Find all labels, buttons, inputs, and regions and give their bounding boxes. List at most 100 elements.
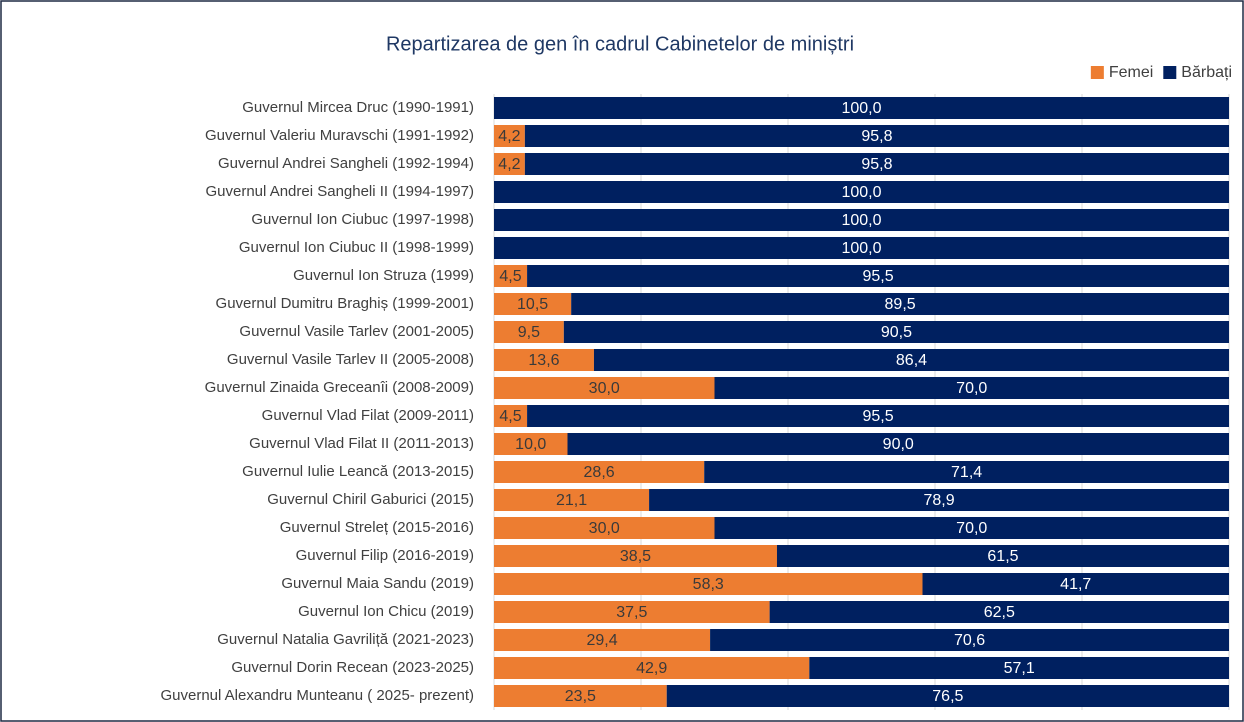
data-label: 57,1 bbox=[1004, 660, 1035, 677]
data-label: 30,0 bbox=[589, 520, 620, 537]
bar-segment bbox=[494, 265, 528, 287]
category-label: Guvernul Mircea Druc (1990-1991) bbox=[242, 99, 474, 116]
bar-segment bbox=[494, 629, 711, 651]
category-label: Guvernul Andrei Sangheli (1992-1994) bbox=[218, 155, 474, 172]
data-label: 90,5 bbox=[881, 324, 912, 341]
data-label: 76,5 bbox=[932, 688, 963, 705]
data-label: 100,0 bbox=[841, 212, 881, 229]
data-label: 71,4 bbox=[951, 464, 982, 481]
bar-segment bbox=[524, 125, 1229, 147]
data-label: 30,0 bbox=[589, 380, 620, 397]
bar-segment bbox=[494, 293, 572, 315]
data-label: 4,5 bbox=[499, 408, 521, 425]
data-label: 61,5 bbox=[987, 548, 1018, 565]
bar-segment bbox=[567, 433, 1229, 455]
category-label: Guvernul Streleț (2015-2016) bbox=[280, 519, 474, 536]
data-label: 95,8 bbox=[861, 128, 892, 145]
data-label: 38,5 bbox=[620, 548, 651, 565]
data-label: 100,0 bbox=[841, 100, 881, 117]
data-label: 95,8 bbox=[861, 156, 892, 173]
bar-segment bbox=[494, 657, 810, 679]
bar-segment bbox=[527, 265, 1229, 287]
bar-segment bbox=[494, 377, 715, 399]
category-label: Guvernul Vlad Filat II (2011-2013) bbox=[249, 435, 474, 452]
bar-segment bbox=[704, 461, 1229, 483]
bar-segment bbox=[922, 573, 1229, 595]
bar-segment bbox=[649, 489, 1229, 511]
data-label: 21,1 bbox=[556, 492, 587, 509]
data-label: 10,5 bbox=[517, 296, 548, 313]
category-label: Guvernul Ion Chicu (2019) bbox=[298, 603, 474, 620]
bar-segment bbox=[494, 573, 923, 595]
data-label: 4,5 bbox=[499, 268, 521, 285]
data-label: 23,5 bbox=[565, 688, 596, 705]
data-label: 37,5 bbox=[616, 604, 647, 621]
bar-segment bbox=[769, 601, 1229, 623]
data-label: 95,5 bbox=[862, 408, 893, 425]
data-label: 29,4 bbox=[586, 632, 617, 649]
data-label: 100,0 bbox=[841, 240, 881, 257]
category-label: Guvernul Ion Struza (1999) bbox=[293, 267, 474, 284]
data-label: 42,9 bbox=[636, 660, 667, 677]
bar-segment bbox=[494, 461, 705, 483]
legend-label: Femei bbox=[1109, 64, 1153, 81]
data-label: 10,0 bbox=[515, 436, 546, 453]
category-label: Guvernul Iulie Leancă (2013-2015) bbox=[242, 463, 474, 480]
data-label: 28,6 bbox=[584, 464, 615, 481]
bar-segment bbox=[527, 405, 1229, 427]
chart-title: Repartizarea de gen în cadrul Cabinetelo… bbox=[386, 33, 854, 55]
data-label: 4,2 bbox=[498, 128, 520, 145]
bar-segment bbox=[776, 545, 1229, 567]
data-label: 95,5 bbox=[862, 268, 893, 285]
data-label: 70,0 bbox=[956, 380, 987, 397]
bar-segment bbox=[809, 657, 1229, 679]
category-label: Guvernul Dumitru Braghiș (1999-2001) bbox=[216, 295, 474, 312]
data-label: 70,0 bbox=[956, 520, 987, 537]
category-label: Guvernul Vlad Filat (2009-2011) bbox=[262, 407, 474, 424]
data-label: 90,0 bbox=[883, 436, 914, 453]
bar-segment bbox=[563, 321, 1229, 343]
bar-segment bbox=[571, 293, 1229, 315]
bar-segment bbox=[494, 685, 667, 707]
data-label: 89,5 bbox=[885, 296, 916, 313]
bar-segment bbox=[494, 97, 1229, 119]
category-label: Guvernul Zinaida Greceanîi (2008-2009) bbox=[205, 379, 474, 396]
bar-segment bbox=[494, 153, 525, 175]
bar-segment bbox=[494, 601, 770, 623]
bar-segment bbox=[494, 237, 1229, 259]
category-label: Guvernul Valeriu Muravschi (1991-1992) bbox=[205, 127, 474, 144]
data-label: 41,7 bbox=[1060, 576, 1091, 593]
category-label: Guvernul Vasile Tarlev (2001-2005) bbox=[239, 323, 474, 340]
data-label: 9,5 bbox=[518, 324, 540, 341]
bar-segment bbox=[494, 181, 1229, 203]
data-label: 4,2 bbox=[498, 156, 520, 173]
category-label: Guvernul Natalia Gavriliță (2021-2023) bbox=[217, 631, 474, 648]
data-label: 13,6 bbox=[528, 352, 559, 369]
category-label: Guvernul Maia Sandu (2019) bbox=[281, 575, 474, 592]
bar-segment bbox=[494, 405, 528, 427]
bar-segment bbox=[494, 125, 525, 147]
bar-segment bbox=[494, 517, 715, 539]
bar-segment bbox=[714, 517, 1229, 539]
bar-segment bbox=[494, 349, 594, 371]
data-label: 78,9 bbox=[923, 492, 954, 509]
category-label: Guvernul Ion Ciubuc II (1998-1999) bbox=[239, 239, 474, 256]
bar-segment bbox=[494, 545, 777, 567]
category-label: Guvernul Vasile Tarlev II (2005-2008) bbox=[227, 351, 474, 368]
category-label: Guvernul Alexandru Munteanu ( 2025- prez… bbox=[160, 687, 474, 704]
data-label: 86,4 bbox=[896, 352, 927, 369]
bar-segment bbox=[494, 321, 564, 343]
bar-segment bbox=[714, 377, 1229, 399]
category-label: Guvernul Ion Ciubuc (1997-1998) bbox=[251, 211, 474, 228]
bar-segment bbox=[494, 489, 650, 511]
data-label: 100,0 bbox=[841, 184, 881, 201]
bar-segment bbox=[524, 153, 1229, 175]
data-label: 70,6 bbox=[954, 632, 985, 649]
bar-segment bbox=[710, 629, 1229, 651]
bar-segment bbox=[494, 209, 1229, 231]
data-label: 62,5 bbox=[984, 604, 1015, 621]
bar-segment bbox=[593, 349, 1229, 371]
category-label: Guvernul Dorin Recean (2023-2025) bbox=[231, 659, 474, 676]
bar-segment bbox=[494, 433, 568, 455]
